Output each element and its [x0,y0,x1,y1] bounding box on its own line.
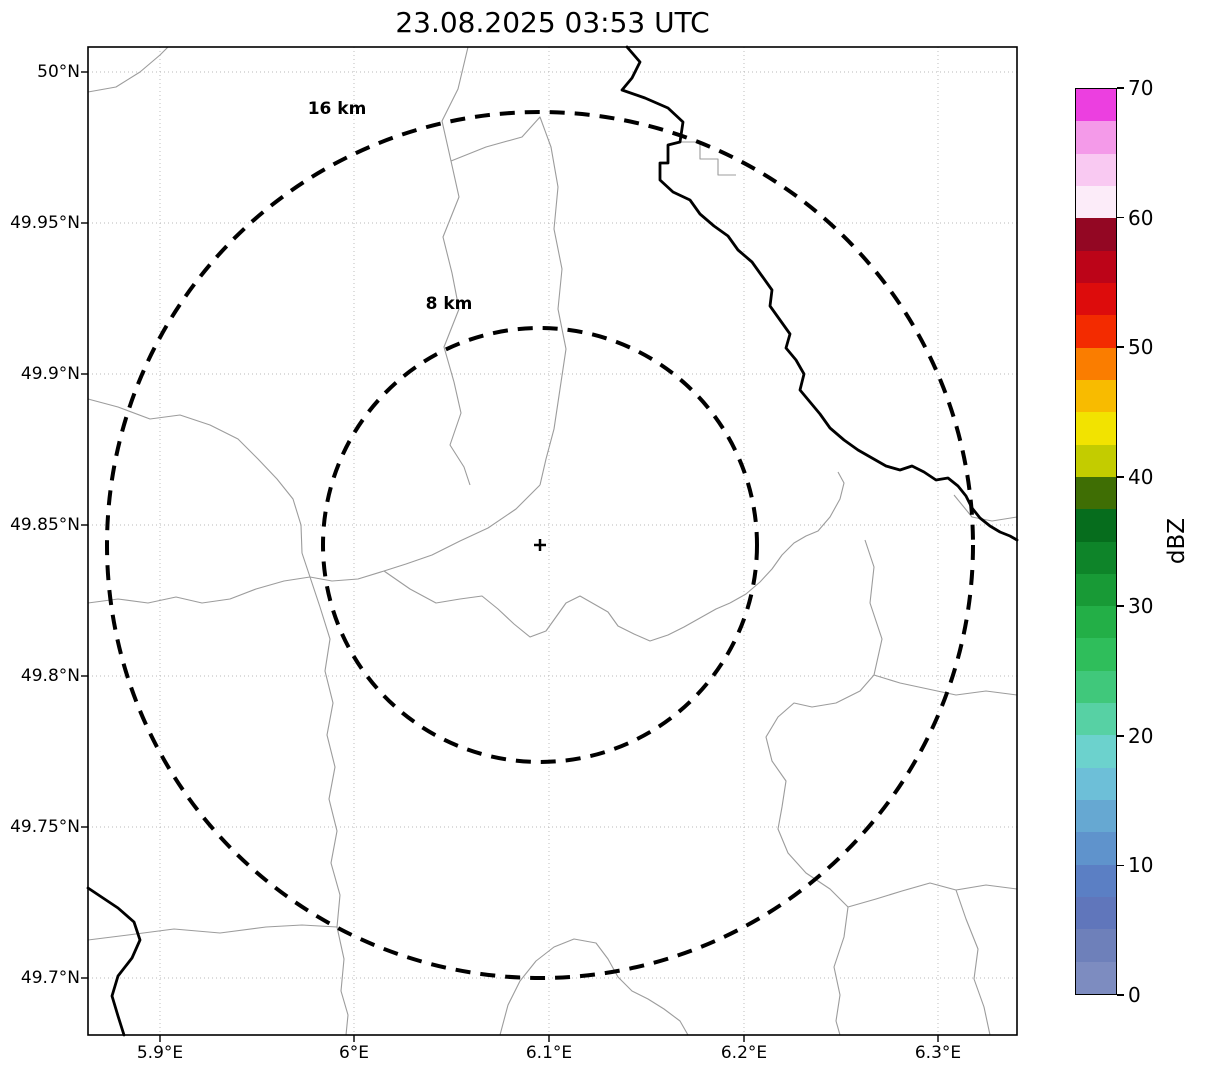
colorbar-segment [1076,638,1116,671]
boundary-path [955,889,991,1036]
colorbar-segment [1076,153,1116,186]
admin-boundary-lines [87,46,1018,1036]
y-tick-label: 49.8°N [20,666,80,686]
plot-frame [87,46,1018,1036]
boundary-path [953,494,1018,522]
range-ring-label-16km: 16 km [307,99,367,119]
range-ring-circle [321,326,759,764]
colorbar-segment [1076,928,1116,962]
colorbar-segment [1076,831,1116,865]
x-tick-label: 6°E [338,1043,370,1063]
colorbar-tick-mark [1117,346,1124,348]
boundary-path [450,116,567,486]
colorbar-segment [1076,185,1116,219]
colorbar-segment [1076,250,1116,283]
x-tick-label: 6.2°E [720,1043,768,1063]
river-path [86,886,142,1037]
colorbar-segment [1076,120,1116,154]
colorbar-segment [1076,799,1116,833]
x-tick-label: 6.3°E [914,1043,962,1063]
radar-center-marker [534,539,546,551]
colorbar-segments [1076,88,1116,994]
colorbar-segment [1076,734,1116,768]
colorbar-tick-mark [1117,475,1124,478]
boundary-path [383,570,731,642]
x-tick-label: 5.9°E [136,1043,184,1063]
boundary-path [873,674,1018,696]
colorbar-segment [1076,573,1116,607]
colorbar-tick-label: 20 [1128,723,1154,748]
colorbar-segment [1076,961,1116,994]
boundary-path [309,484,541,582]
boundary-path [87,576,311,604]
colorbar-segment [1076,217,1116,251]
colorbar-segment [1076,347,1116,380]
y-tick-label: 49.85°N [10,515,80,535]
boundary-path [729,471,845,604]
y-tick-label: 49.95°N [10,213,80,233]
colorbar-tick-mark [1117,605,1124,608]
map-canvas [81,45,1019,1042]
range-rings [105,110,975,980]
y-tick-label: 49.7°N [20,968,80,988]
range-ring-label-8km: 8 km [425,294,473,314]
colorbar-segment [1076,541,1116,574]
colorbar-tick-mark [1117,87,1124,89]
colorbar-tick-mark [1117,994,1124,996]
grid-lines [88,47,1017,1035]
colorbar-tick-mark [1117,216,1124,219]
colorbar-tick-mark [1117,864,1124,867]
colorbar-segment [1076,605,1116,639]
colorbar-segment [1076,282,1116,316]
axis-tick-marks [81,71,939,1042]
river-lines [86,45,1019,1037]
boundary-path [847,882,1018,908]
colorbar-segment [1076,444,1116,477]
colorbar-segment [1076,896,1116,930]
colorbar-tick-label: 40 [1128,464,1154,489]
colorbar-segment [1076,670,1116,704]
y-tick-label: 49.75°N [10,817,80,837]
colorbar-tick-label: 60 [1128,205,1154,230]
boundary-path [765,539,883,1036]
boundary-path [441,46,471,486]
colorbar-tick-label: 30 [1128,594,1154,619]
plot-title: 23.08.2025 03:53 UTC [395,6,710,39]
colorbar-segment [1076,508,1116,542]
colorbar-axis-label: dBZ [1164,518,1190,565]
range-ring-circle [105,110,975,980]
colorbar-segment [1076,379,1116,413]
colorbar-segment [1076,476,1116,510]
x-tick-label: 6.1°E [525,1043,573,1063]
colorbar-segment [1076,411,1116,445]
y-tick-label: 49.9°N [20,364,80,384]
colorbar-tick-mark [1117,735,1124,737]
y-tick-label: 50°N [37,62,80,82]
river-path [620,45,1019,542]
colorbar-segment [1076,314,1116,348]
colorbar [1075,88,1117,995]
boundary-path [309,576,349,1036]
colorbar-tick-label: 10 [1128,853,1154,878]
boundary-path [87,398,311,578]
boundary-path [87,46,169,93]
colorbar-tick-label: 0 [1128,983,1141,1007]
colorbar-tick-label: 50 [1128,335,1154,360]
colorbar-segment [1076,767,1116,801]
colorbar-tick-label: 70 [1128,76,1154,100]
colorbar-segment [1076,702,1116,736]
colorbar-segment [1076,864,1116,898]
boundary-path [87,924,338,941]
boundary-path [499,938,689,1036]
colorbar-segment [1076,88,1116,122]
colorbar-axis-label-wrap: dBZ [1158,88,1196,995]
